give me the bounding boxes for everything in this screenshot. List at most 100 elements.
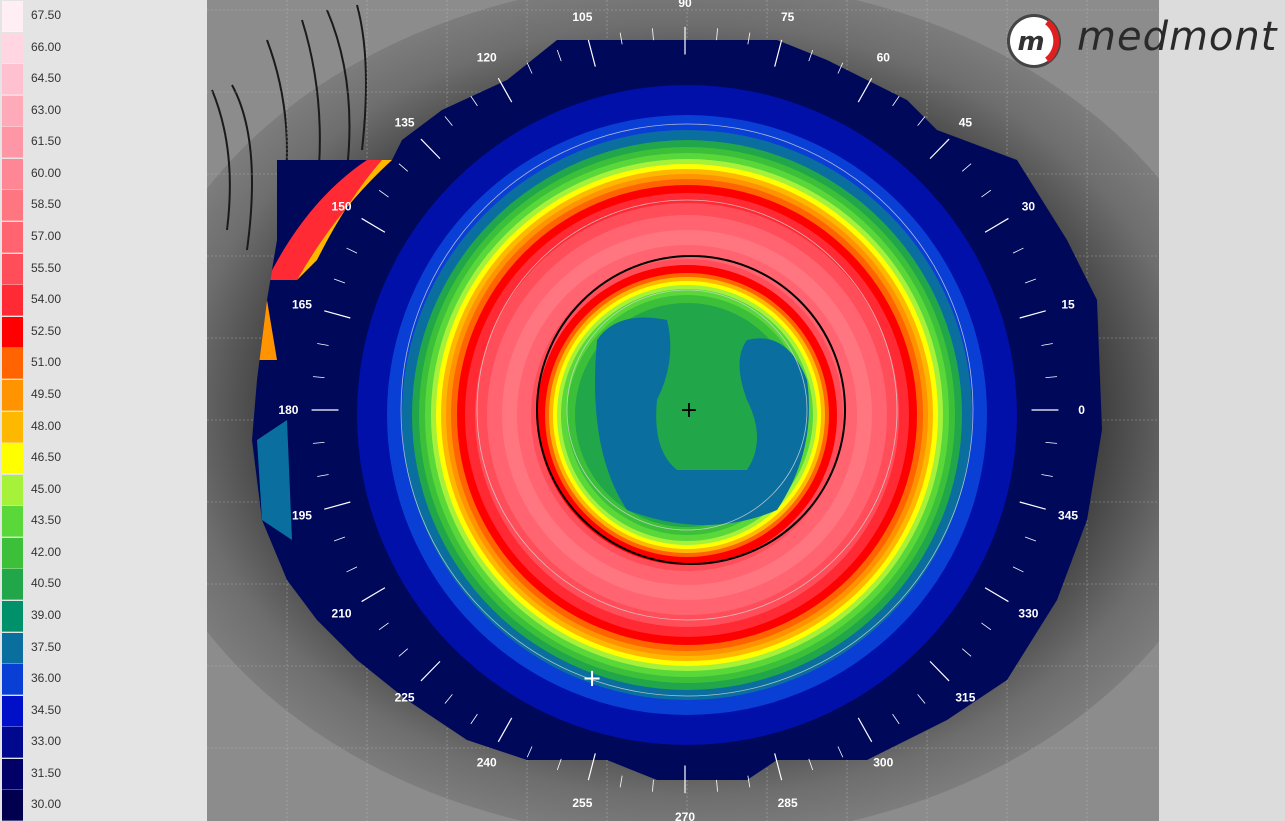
major-tick — [857, 717, 873, 743]
scale-row: 52.50 — [0, 316, 207, 348]
topography-map: 0 15 30 45 60 75 90 105 120 135 150 165 180 195 210 225… — [207, 0, 1159, 821]
scale-swatch — [2, 1, 23, 32]
scale-label: 46.50 — [31, 450, 62, 465]
major-tick — [420, 138, 441, 160]
angle-label: 90 — [678, 0, 692, 10]
minor-tick — [652, 28, 654, 41]
angle-scale: 0 15 30 45 60 75 90 105 120 135 150 165 180 195 210 225… — [278, 0, 1085, 821]
angle-label: 60 — [877, 51, 891, 65]
minor-tick — [747, 775, 751, 788]
angle-label: 300 — [873, 755, 893, 769]
scale-label: 49.50 — [31, 386, 62, 401]
major-tick — [324, 501, 351, 510]
scale-row: 55.50 — [0, 253, 207, 285]
scale-label: 33.00 — [31, 734, 62, 749]
scale-label: 66.00 — [31, 39, 62, 54]
contour-rings — [252, 40, 1102, 780]
scale-label: 60.00 — [31, 165, 62, 180]
minor-tick — [444, 116, 453, 126]
minor-tick — [1024, 536, 1037, 542]
minor-tick — [526, 62, 533, 74]
scale-row: 45.00 — [0, 474, 207, 506]
minor-tick — [961, 648, 972, 657]
minor-tick — [808, 758, 814, 771]
major-tick — [1019, 501, 1046, 510]
minor-tick — [1045, 376, 1058, 379]
minor-tick — [470, 95, 478, 107]
major-tick — [361, 587, 386, 603]
minor-tick — [1024, 278, 1037, 284]
scale-swatch — [2, 474, 23, 506]
minor-tick — [619, 32, 623, 45]
minor-tick — [444, 694, 453, 704]
minor-tick — [398, 163, 409, 172]
scale-swatch — [2, 695, 23, 727]
scale-label: 61.50 — [31, 134, 62, 149]
scale-swatch — [2, 64, 23, 96]
scale-row: 57.00 — [0, 221, 207, 254]
angle-label: 315 — [955, 691, 975, 705]
scale-row: 64.50 — [0, 63, 207, 96]
scale-row: 49.50 — [0, 379, 207, 411]
scale-swatch — [2, 348, 23, 380]
scale-row: 46.50 — [0, 442, 207, 475]
scale-swatch — [2, 95, 23, 127]
minor-tick — [333, 536, 346, 542]
scale-label: 30.00 — [31, 797, 62, 812]
minor-tick — [398, 648, 409, 657]
guide-circles — [400, 123, 974, 697]
minor-tick — [526, 746, 533, 758]
minor-tick — [837, 62, 844, 74]
scale-swatch — [2, 379, 23, 411]
scale-row: 58.50 — [0, 189, 207, 222]
minor-tick — [981, 189, 992, 198]
angle-label: 210 — [332, 606, 352, 620]
angle-label: 180 — [278, 403, 298, 417]
minor-tick — [378, 189, 389, 198]
minor-tick — [1045, 441, 1058, 444]
scale-row: 51.00 — [0, 347, 207, 380]
major-tick — [497, 717, 513, 743]
angle-label: 255 — [572, 796, 592, 810]
scale-row: 36.00 — [0, 663, 207, 696]
scale-label: 64.50 — [31, 71, 62, 86]
minor-tick — [1012, 247, 1024, 254]
scale-swatch — [2, 537, 23, 569]
angle-label: 285 — [778, 796, 798, 810]
angle-label: 120 — [477, 51, 497, 65]
major-tick — [774, 753, 783, 781]
angle-label: 75 — [781, 10, 795, 24]
minor-tick — [837, 746, 844, 758]
scale-row: 31.50 — [0, 758, 207, 790]
scale-swatch — [2, 316, 23, 348]
angle-label: 270 — [675, 810, 695, 821]
scale-label: 39.00 — [31, 607, 62, 622]
scale-label: 67.50 — [31, 8, 62, 22]
angle-label: 15 — [1061, 298, 1075, 312]
minor-tick — [808, 49, 814, 62]
pupil-circle — [536, 255, 846, 565]
minor-tick — [747, 32, 751, 45]
scale-swatch — [2, 190, 23, 222]
scale-swatch — [2, 158, 23, 190]
angle-label: 195 — [292, 508, 312, 522]
scale-label: 57.00 — [31, 229, 62, 244]
scale-swatch — [2, 127, 23, 159]
scale-row: 54.00 — [0, 284, 207, 317]
scale-label: 51.00 — [31, 355, 62, 370]
scale-label: 34.50 — [31, 702, 62, 717]
minor-tick — [346, 566, 358, 573]
scale-swatch — [2, 285, 23, 317]
angle-label: 345 — [1058, 508, 1078, 522]
angle-label: 30 — [1022, 200, 1036, 214]
major-tick — [984, 217, 1009, 233]
angle-label: 165 — [292, 298, 312, 312]
scale-label: 43.50 — [31, 513, 62, 528]
minor-tick — [346, 247, 358, 254]
scale-label: 54.00 — [31, 292, 62, 307]
scale-row: 37.50 — [0, 632, 207, 664]
scale-row: 30.00 — [0, 789, 207, 821]
major-tick — [857, 77, 873, 103]
scale-label: 58.50 — [31, 197, 62, 212]
scale-row: 40.50 — [0, 568, 207, 601]
